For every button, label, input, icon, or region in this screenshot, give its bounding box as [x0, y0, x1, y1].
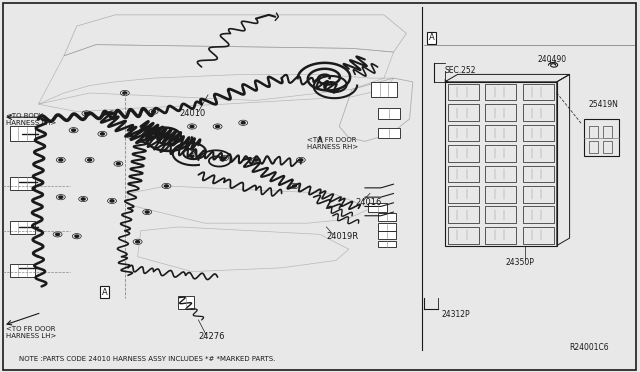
Bar [448, 125, 479, 141]
Circle shape [254, 159, 258, 161]
Bar [523, 125, 554, 141]
Circle shape [299, 159, 303, 161]
Bar [485, 104, 516, 121]
Circle shape [110, 112, 114, 115]
Circle shape [75, 235, 79, 237]
Bar [378, 108, 400, 119]
Text: R24001C6: R24001C6 [570, 343, 609, 352]
Text: NOTE :PARTS CODE 24010 HARNESS ASSY INCLUDES *# *MARKED PARTS.: NOTE :PARTS CODE 24010 HARNESS ASSY INCL… [19, 356, 276, 362]
Bar [584, 119, 619, 156]
Circle shape [222, 157, 226, 159]
Text: <TO FR DOOR
HARNESS LH>: <TO FR DOOR HARNESS LH> [6, 327, 57, 339]
Bar [378, 223, 396, 231]
Bar [448, 104, 479, 121]
Circle shape [136, 241, 140, 243]
Circle shape [81, 198, 85, 200]
Text: 24019R: 24019R [326, 232, 358, 241]
Bar [485, 227, 516, 244]
Bar [378, 213, 396, 221]
Bar [448, 206, 479, 223]
Text: <TO BODY
HARNESS LH>: <TO BODY HARNESS LH> [6, 113, 57, 125]
Circle shape [116, 163, 120, 165]
Circle shape [164, 185, 168, 187]
Bar [523, 166, 554, 182]
Circle shape [292, 185, 296, 187]
Circle shape [84, 112, 88, 115]
Circle shape [152, 110, 156, 113]
Bar [371, 82, 397, 97]
Bar [589, 141, 598, 153]
Text: 24350P: 24350P [506, 258, 534, 267]
Text: <TO FR DOOR
HARNESS RH>: <TO FR DOOR HARNESS RH> [307, 137, 358, 150]
Bar [485, 145, 516, 162]
Circle shape [216, 125, 220, 128]
Text: 24276: 24276 [198, 332, 225, 341]
Circle shape [190, 155, 194, 157]
Text: 240490: 240490 [538, 55, 567, 64]
Bar [178, 296, 194, 309]
Text: 24016: 24016 [355, 198, 381, 207]
Bar [589, 126, 598, 138]
Bar [378, 231, 396, 239]
Circle shape [145, 211, 149, 213]
Circle shape [59, 159, 63, 161]
Bar [485, 186, 516, 203]
Circle shape [241, 122, 245, 124]
Bar [523, 84, 554, 100]
Bar [10, 221, 35, 234]
Bar [10, 126, 35, 141]
Bar [10, 264, 35, 277]
Text: 25419N: 25419N [589, 100, 619, 109]
Bar [448, 145, 479, 162]
Bar [523, 206, 554, 223]
Circle shape [129, 135, 133, 137]
Circle shape [100, 133, 104, 135]
Bar [523, 145, 554, 162]
Bar [378, 241, 396, 247]
Text: A: A [102, 288, 107, 296]
Circle shape [88, 159, 92, 161]
Bar [368, 203, 387, 212]
Circle shape [123, 92, 127, 94]
Circle shape [72, 129, 76, 131]
Bar [448, 227, 479, 244]
Bar [10, 177, 35, 190]
Bar [448, 84, 479, 100]
Bar [603, 126, 612, 138]
Bar [485, 206, 516, 223]
Bar [523, 186, 554, 203]
Text: SEC.252: SEC.252 [445, 66, 476, 75]
Circle shape [59, 196, 63, 198]
Bar [378, 128, 400, 138]
Bar [448, 166, 479, 182]
Bar [448, 186, 479, 203]
Text: 24010: 24010 [179, 109, 205, 118]
Bar [485, 125, 516, 141]
Circle shape [110, 200, 114, 202]
Bar [603, 141, 612, 153]
Text: 24312P: 24312P [442, 310, 470, 319]
Bar [523, 227, 554, 244]
Bar [485, 84, 516, 100]
Bar [523, 104, 554, 121]
Circle shape [56, 233, 60, 235]
Circle shape [190, 125, 194, 128]
Bar [485, 166, 516, 182]
Text: A: A [429, 33, 434, 42]
